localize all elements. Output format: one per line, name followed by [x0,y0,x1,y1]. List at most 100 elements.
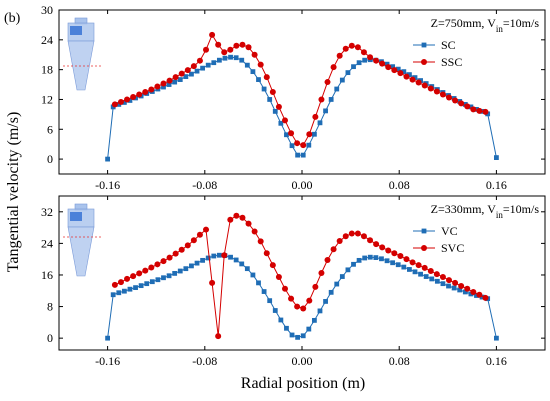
condition-annotation: Z=750mm, Vin=10m/s [431,16,540,34]
data-point-ssc [160,80,167,87]
panel-label: (b) [4,11,21,26]
data-point-sc [401,69,407,75]
data-point-vc [149,279,155,285]
data-point-svc [190,237,197,244]
plot-frame [58,9,546,175]
data-point-svc [421,264,428,271]
condition-annotation: Z=330mm, Vin=10m/s [431,202,540,220]
data-point-sc [222,55,228,61]
data-point-svc [306,297,313,304]
data-point-svc [433,271,440,278]
y-tick-label: 18 [41,63,53,77]
legend-marker-vc [421,228,427,234]
data-point-svc [148,264,155,271]
data-point-vc [261,289,267,294]
data-point-ssc [263,74,270,81]
data-point-sc [256,77,261,82]
data-point-svc [385,247,392,254]
data-point-svc [397,253,404,260]
data-point-vc [401,264,407,270]
data-point-sc [267,97,273,102]
data-point-svc [446,277,453,284]
data-point-vc [474,293,479,298]
data-point-sc [395,66,401,72]
data-point-ssc [178,70,185,77]
data-point-ssc [130,93,137,100]
data-point-ssc [433,88,440,95]
cyclone-inset-icon [63,17,101,91]
data-point-svc [470,288,477,295]
cyclone-inset-icon [63,203,101,277]
data-point-ssc [348,42,355,49]
data-point-vc [384,258,390,264]
data-point-ssc [172,74,179,81]
y-tick-label: 24 [41,236,53,250]
data-point-sc [205,62,211,68]
data-point-vc [183,266,189,272]
data-point-ssc [227,46,234,53]
data-point-ssc [452,97,459,104]
data-point-ssc [239,41,246,48]
data-point-ssc [367,54,374,61]
data-point-sc [127,98,133,103]
data-point-ssc [281,117,288,124]
x-tick-label: 0.08 [389,178,410,192]
data-point-svc [354,230,361,237]
chart-panel-2: -0.16 -0.08 0.00 0.08 0.16 0 8 16 24 32 Z=330mm, V… [41,195,546,368]
data-point-ssc [342,45,349,52]
data-point-ssc [190,63,197,70]
data-point-svc [336,238,343,245]
data-point-ssc [117,98,124,105]
data-point-svc [263,250,270,257]
data-point-ssc [427,85,434,92]
data-point-svc [391,250,398,257]
data-point-ssc [275,103,282,110]
inset-cone-body [67,40,95,91]
data-point-vc [295,334,301,340]
data-point-vc [228,254,233,260]
data-point-vc [200,257,206,263]
data-point-ssc [409,76,416,83]
data-point-svc [367,237,374,244]
x-tick-label: 0.16 [486,178,507,192]
data-point-vc [278,317,284,323]
data-point-ssc [336,52,343,59]
data-point-sc [116,102,122,107]
data-point-vc [127,286,133,292]
data-point-svc [111,281,118,288]
x-tick-label: -0.08 [192,354,217,368]
data-point-sc [261,86,267,92]
data-point-svc [239,214,246,221]
data-point-ssc [373,57,380,64]
x-tick-label: 0.08 [389,354,410,368]
data-point-svc [245,220,252,227]
data-point-vc [462,289,468,295]
data-point-sc [200,65,206,71]
data-point-svc [464,285,471,292]
data-point-svc [409,259,416,266]
data-point-sc [233,55,239,61]
data-point-sc [328,97,334,102]
data-point-svc [233,212,240,219]
inset-inlet [70,26,82,35]
data-point-svc [403,256,410,263]
data-point-vc [323,299,328,304]
data-point-ssc [196,57,203,64]
data-point-vc [407,267,412,272]
data-point-sc [306,142,312,148]
data-point-vc [155,277,161,283]
data-point-vc [468,291,474,297]
data-point-ssc [391,67,398,74]
data-point-svc [172,250,179,257]
data-point-ssc [324,79,331,86]
chart-panel-1: -0.16 -0.08 0.00 0.08 0.16 0 6 12 18 24 30 Z=750mm,… [41,3,546,192]
data-point-vc [412,269,418,275]
data-point-sc [161,84,166,90]
data-point-sc [300,152,306,158]
data-point-ssc [397,70,404,77]
data-point-svc [373,241,380,248]
data-point-vc [362,255,368,261]
data-point-vc [211,253,217,259]
data-point-svc [221,252,228,259]
data-point-svc [196,231,203,238]
